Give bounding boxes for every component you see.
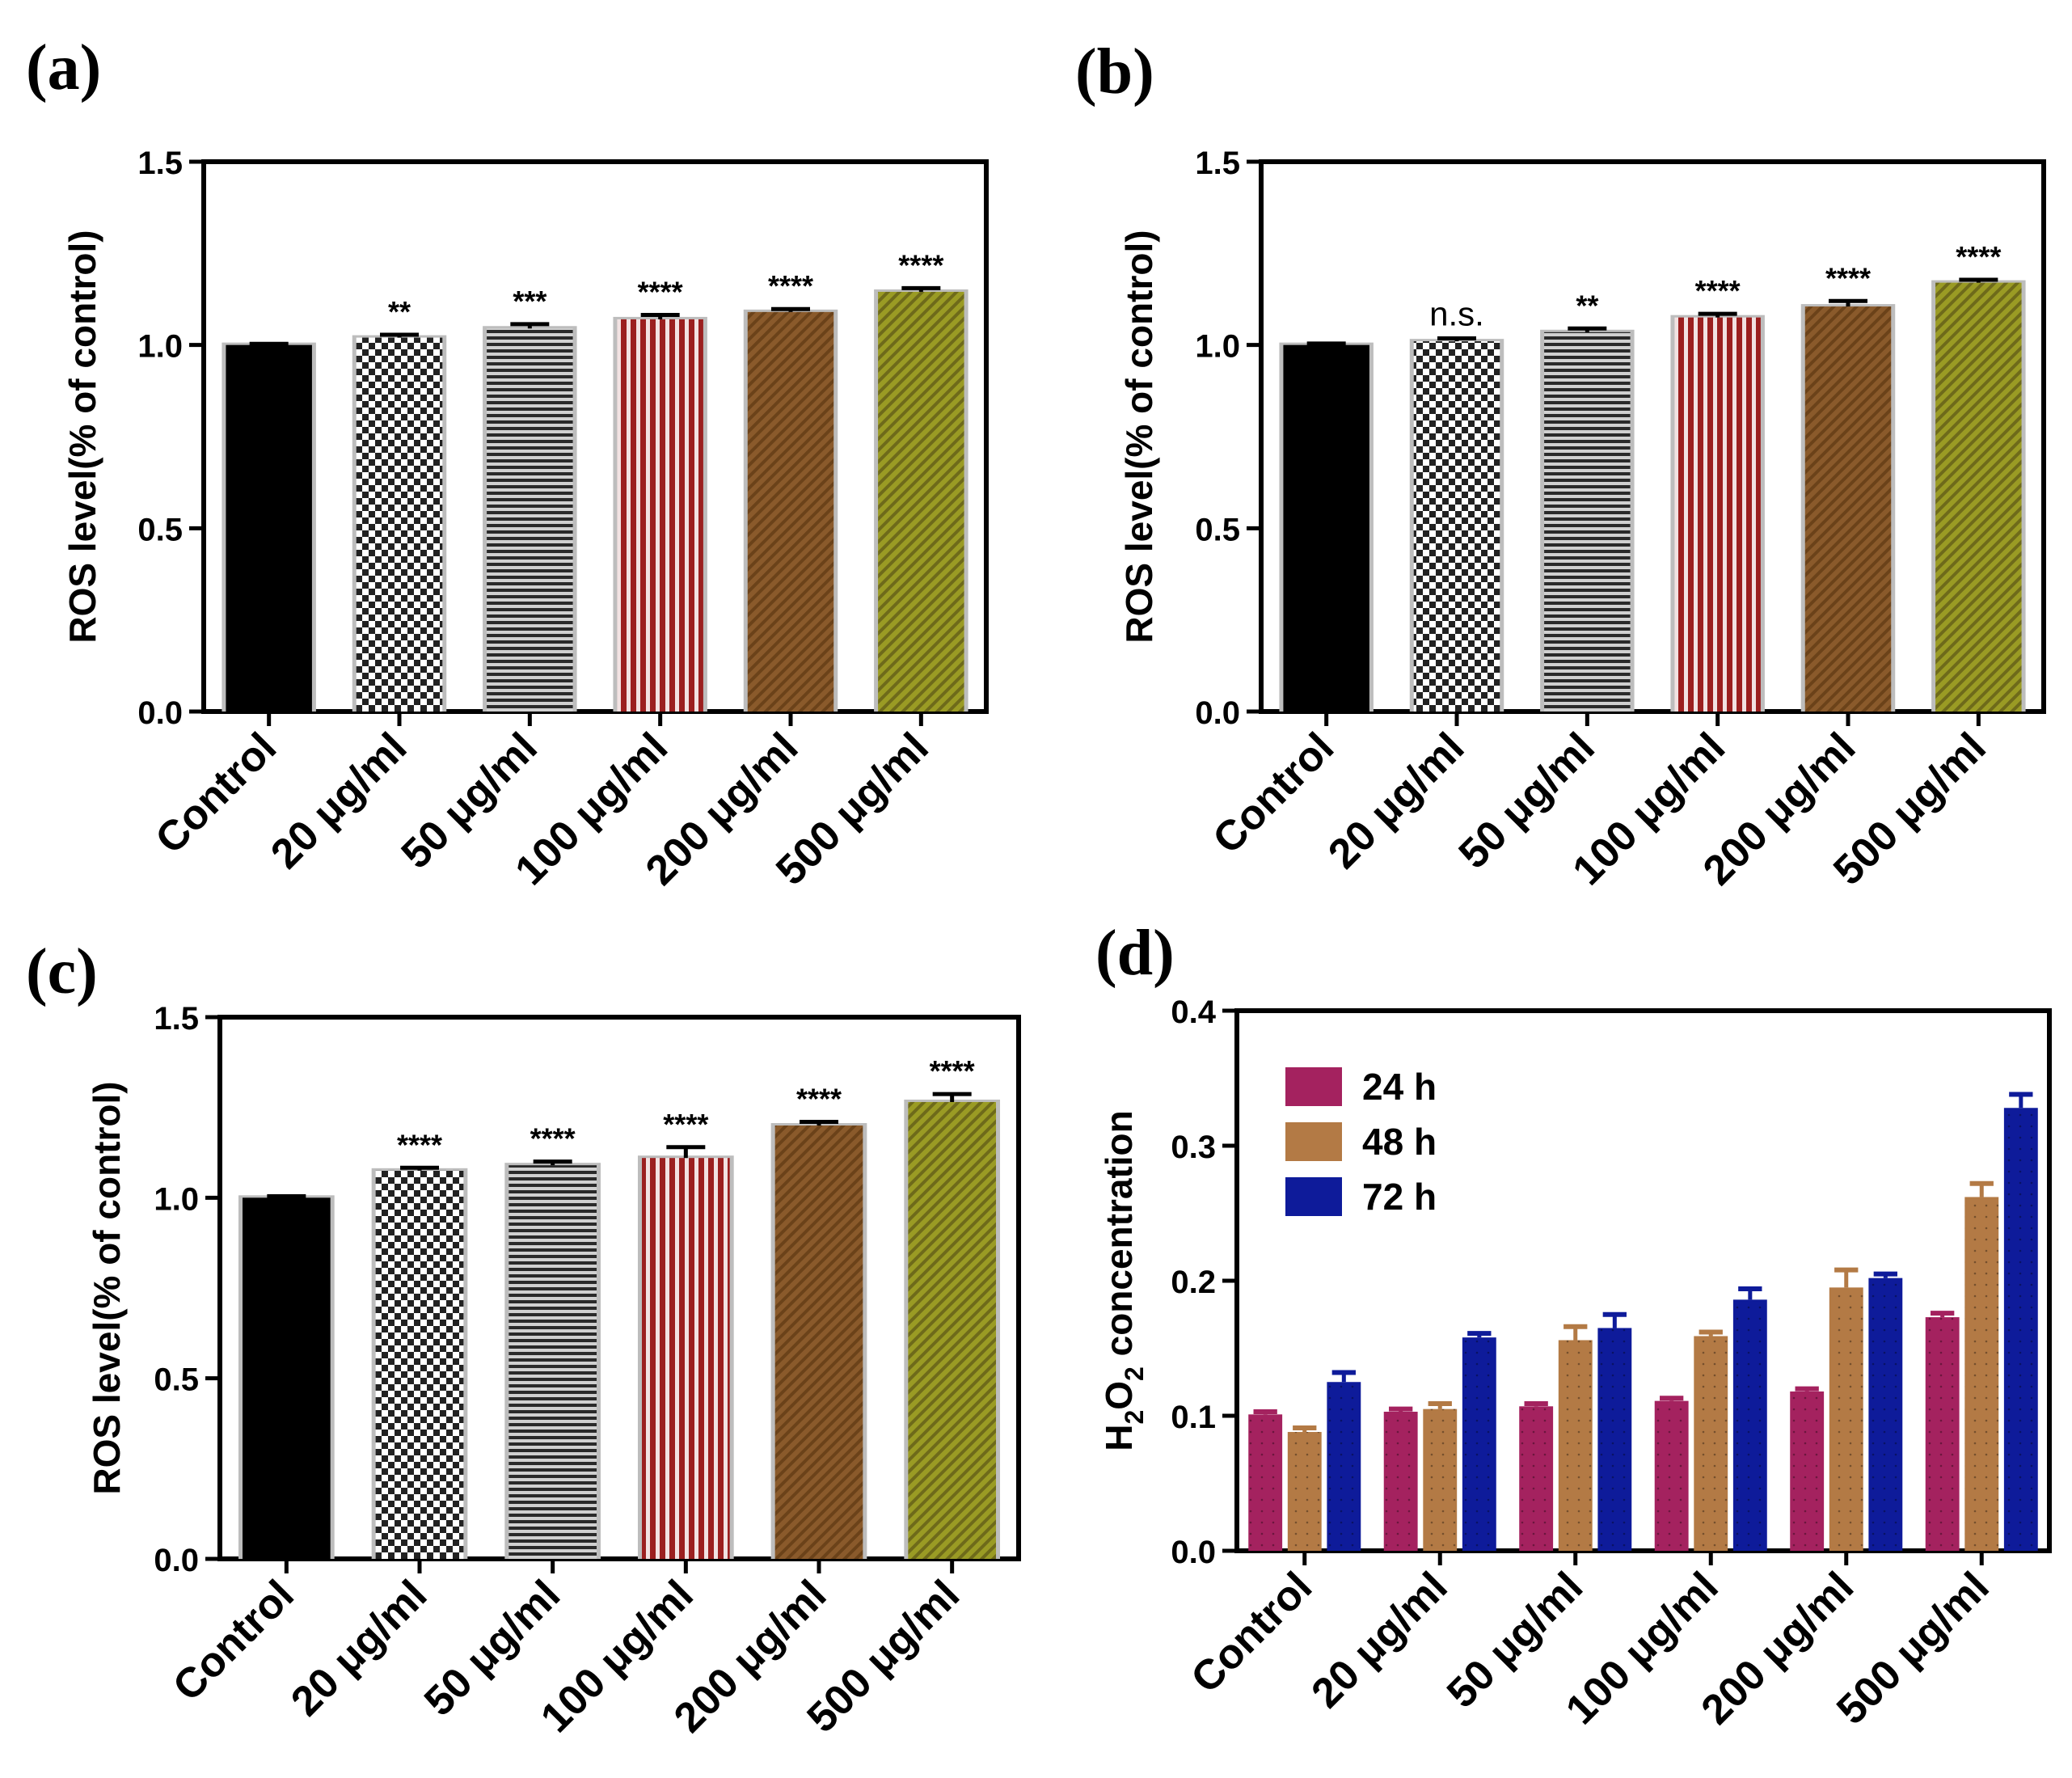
x-tick-label: 20 μg/ml [282,1571,436,1725]
significance-label: ** [1576,289,1598,322]
y-tick-label: 0.5 [137,512,183,547]
plot-frame [1259,159,2046,714]
bar-texture [1925,1317,1960,1551]
bar-texture [1248,1414,1283,1551]
legend-swatch [1285,1067,1342,1106]
bar-texture [2003,1108,2038,1551]
x-tick-label: 20 μg/ml [1319,724,1473,877]
y-tick-label: 1.0 [1195,329,1240,365]
y-tick-label: 0.4 [1171,995,1216,1030]
bar-texture [1327,1382,1361,1551]
bar [1413,341,1500,712]
legend-label: 24 h [1362,1066,1437,1108]
bar [878,291,964,712]
bar [487,328,573,712]
legend-swatch [1285,1122,1342,1161]
bar-texture [1519,1406,1554,1551]
bar [242,1197,331,1559]
y-axis-label: H2O2 concentration [1098,1110,1149,1451]
bar [641,1158,730,1559]
bar [356,337,443,712]
legend-swatch [1285,1177,1342,1216]
bar-texture [1694,1336,1728,1551]
significance-label: **** [663,1108,708,1141]
y-axis-label: ROS level(% of control) [86,1081,128,1494]
bar [375,1170,464,1559]
bar [908,1101,997,1559]
panels: (a) 0.0 0.5 1.0 1.5 ROS level(% of control) Co… [26,32,2052,1742]
plot-frame [201,159,989,714]
y-axis-label: ROS level(% of control) [1118,230,1160,643]
y-tick-label: 1.0 [137,329,183,365]
plot-frame [217,1015,1021,1561]
significance-label: **** [1825,261,1871,294]
legend-label: 72 h [1362,1176,1437,1218]
x-tick-label: 20 μg/ml [1303,1563,1457,1717]
y-tick-label: 1.0 [154,1181,199,1217]
chart-panel-3: (c) 0.0 0.5 1.0 1.5 ROS level(% of control) Co… [26,936,1021,1742]
bar [747,311,834,712]
significance-label: **** [1956,240,2001,273]
panel-label: (b) [1075,36,1154,108]
bar [509,1165,597,1559]
bar-texture [1732,1299,1767,1551]
x-tick-label: Control [164,1571,303,1710]
significance-label: **** [530,1122,576,1155]
y-tick-label: 0.0 [154,1543,199,1578]
bar-texture [1964,1197,1999,1551]
y-tick-label: 0.3 [1171,1130,1216,1165]
bar [1283,344,1369,712]
bar [1935,282,2022,712]
y-tick-label: 1.5 [1195,146,1240,181]
y-tick-label: 0.0 [1195,695,1240,731]
significance-label: **** [397,1128,442,1161]
bar-texture [1597,1328,1632,1551]
y-tick-label: 0.5 [1195,512,1240,547]
bar-texture [1829,1287,1863,1551]
significance-label: **** [1695,274,1741,307]
panel-label: (c) [26,936,98,1007]
legend: 24 h 48 h 72 h [1285,1066,1437,1218]
bar-texture [1868,1278,1903,1551]
y-tick-label: 0.2 [1171,1265,1216,1300]
panel-label: (d) [1095,918,1175,989]
y-tick-label: 1.5 [137,146,183,181]
y-tick-label: 1.5 [154,1001,199,1037]
significance-label: n.s. [1429,295,1484,333]
x-tick-label: 20 μg/ml [262,724,416,877]
x-tick-label: Control [1183,1563,1322,1702]
bar [617,319,703,712]
significance-label: **** [638,275,683,308]
bar [1674,317,1761,712]
bar-texture [1558,1340,1593,1551]
y-tick-label: 0.5 [154,1362,199,1398]
bar [226,344,312,712]
significance-label: ** [388,295,411,328]
panel-label: (a) [26,32,101,103]
bar-texture [1423,1408,1458,1551]
significance-label: **** [768,269,813,302]
significance-label: *** [513,285,546,318]
legend-label: 48 h [1362,1121,1437,1163]
bar [1544,332,1631,712]
significance-label: **** [930,1054,975,1087]
y-tick-label: 0.0 [1171,1535,1216,1570]
chart-panel-4: (d) 0.0 0.1 0.2 0.3 0.4 H2O2 concentration Cont… [1095,918,2052,1734]
bar-texture [1383,1411,1418,1551]
bar-texture [1654,1400,1689,1551]
bar [774,1126,863,1559]
y-tick-label: 0.1 [1171,1400,1216,1435]
y-axis-label: ROS level(% of control) [61,230,103,643]
bar [1804,306,1892,712]
y-tick-label: 0.0 [137,695,183,731]
significance-label: **** [796,1083,842,1116]
bar-texture [1790,1391,1825,1551]
significance-label: **** [898,248,943,281]
bar-texture [1462,1337,1496,1551]
bar-texture [1287,1432,1322,1551]
